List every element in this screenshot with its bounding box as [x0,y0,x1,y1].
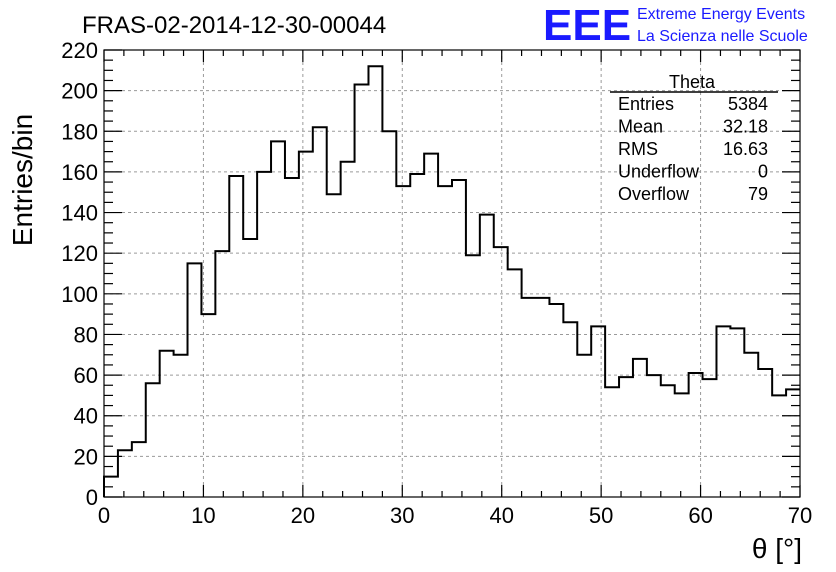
y-tick-label: 60 [74,363,98,388]
stats-row-value: 32.18 [723,117,768,137]
histogram-bin [522,298,536,497]
x-tick-label: 40 [489,503,513,528]
histogram-bin [368,66,382,497]
histogram-bin [382,131,396,497]
histogram-bin [661,385,675,497]
stats-box: Theta Entries 5384 Mean 32.18 RMS 16.63 Underf… [610,72,778,204]
histogram-bin [229,176,243,497]
stats-row-label: Entries [618,94,674,114]
histogram-bin [313,127,327,497]
x-tick-label: 70 [788,503,812,528]
grid-lines [104,50,800,497]
histogram-bin [201,314,215,497]
y-tick-label: 0 [86,485,98,510]
stats-row-value: 5384 [728,94,768,114]
histogram-series [103,65,800,497]
histogram-bin [243,239,257,497]
histogram-bin [591,326,605,497]
stats-row-label: RMS [618,139,658,159]
eee-logo: EEE Extreme Energy Events La Scienza nel… [543,1,808,50]
y-axis-title: Entries/bin [7,114,38,246]
stats-row-value: 0 [758,162,768,182]
histogram-bin [508,269,522,497]
histogram-bin [563,322,577,497]
histogram-outline [103,65,800,497]
histogram-bin [619,377,633,497]
histogram-bin [285,178,299,497]
histogram-bin [633,359,647,497]
y-tick-label: 200 [61,79,98,104]
stats-row-value: 16.63 [723,139,768,159]
x-tick-label: 60 [688,503,712,528]
y-tick-label: 180 [61,119,98,144]
stats-row-value: 79 [748,184,768,204]
stats-row-label: Mean [618,117,663,137]
histogram-bin [452,180,466,497]
x-tick-label: 30 [390,503,414,528]
histogram-bin [424,154,438,497]
histogram-bin [174,355,188,497]
x-tick-label: 20 [291,503,315,528]
histogram-bin [160,351,174,497]
y-tick-label: 120 [61,241,98,266]
histogram-bin [188,263,202,497]
y-tick-label: 220 [61,38,98,63]
histogram-bin [480,215,494,497]
y-tick-label: 40 [74,404,98,429]
histogram-bin [132,442,146,497]
histogram-bin [744,353,758,497]
eee-logo-line1: Extreme Energy Events [637,6,805,23]
y-tick-label: 140 [61,201,98,226]
y-tick-label: 20 [74,444,98,469]
stats-row-label: Overflow [618,184,690,204]
histogram-bin [703,379,717,497]
stats-row-label: Underflow [618,162,700,182]
stats-box-rows: Entries 5384 Mean 32.18 RMS 16.63 Underflow 0 Ov… [618,94,768,204]
tick-marks [103,49,801,498]
y-tick-label: 80 [74,322,98,347]
tick-labels: 0 10 20 30 40 50 60 70 0 20 40 60 80 100 120 140 160 180 2… [61,38,812,528]
histogram-bin [605,387,619,497]
x-tick-label: 10 [191,503,215,528]
histogram-bin [271,141,285,497]
eee-logo-line2: La Scienza nelle Scuole [637,28,808,45]
histogram-bin [536,298,550,497]
x-tick-label: 0 [98,503,110,528]
histogram-bin [396,186,410,497]
y-tick-label: 160 [61,160,98,185]
histogram-bin [438,186,452,497]
histogram-bin [341,162,355,497]
eee-logo-mark: EEE [543,1,631,50]
histogram-bin [772,395,786,497]
histogram-bin [675,393,689,497]
histogram-bin [215,251,229,497]
histogram-bin [758,369,772,497]
histogram-bin [410,174,424,497]
histogram-bin [549,304,563,497]
stats-box-name: Theta [669,72,716,92]
histogram-bin [730,328,744,497]
histogram-bin [299,152,313,497]
histogram-bin [647,375,661,497]
histogram-bin [355,85,369,497]
histogram-bin [577,355,591,497]
histogram-bin [716,326,730,497]
histogram-bin [494,247,508,497]
histogram-bin [689,373,703,497]
y-tick-label: 100 [61,282,98,307]
histogram-bin [118,450,132,497]
x-tick-label: 50 [589,503,613,528]
histogram-bin [327,194,341,497]
x-axis-title: θ [°] [752,533,802,564]
histogram-bin [466,255,480,497]
histogram-bin [257,172,271,497]
chart-title: FRAS-02-2014-12-30-00044 [82,12,386,39]
histogram-bin [146,383,160,497]
